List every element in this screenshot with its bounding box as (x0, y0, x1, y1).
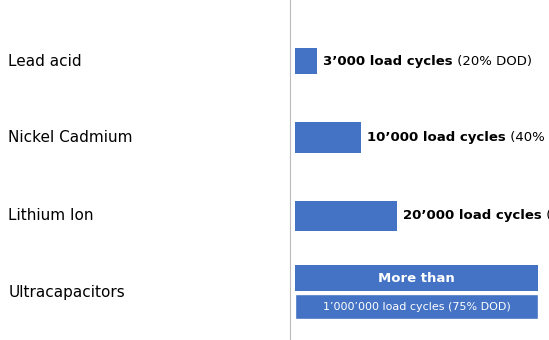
Bar (295, 294, 538, 319)
Text: 10’000 load cycles: 10’000 load cycles (367, 131, 506, 144)
Text: More than: More than (378, 272, 455, 285)
Text: (20% DOD): (20% DOD) (453, 55, 532, 68)
Text: Nickel Cadmium: Nickel Cadmium (8, 130, 133, 145)
Text: 20’000 load cycles: 20’000 load cycles (404, 209, 542, 222)
Bar (295, 48, 317, 74)
Text: 3’000 load cycles: 3’000 load cycles (323, 55, 453, 68)
Text: Lithium Ion: Lithium Ion (8, 208, 94, 223)
Text: Ultracapacitors: Ultracapacitors (8, 285, 125, 300)
Text: (40% DOD): (40% DOD) (506, 131, 549, 144)
Text: Lead acid: Lead acid (8, 54, 82, 69)
Bar (295, 201, 397, 231)
Text: (40% DOD): (40% DOD) (542, 209, 549, 222)
Bar (295, 266, 538, 291)
Bar (295, 122, 361, 153)
Text: 1’000’000 load cycles (75% DOD): 1’000’000 load cycles (75% DOD) (323, 302, 511, 312)
